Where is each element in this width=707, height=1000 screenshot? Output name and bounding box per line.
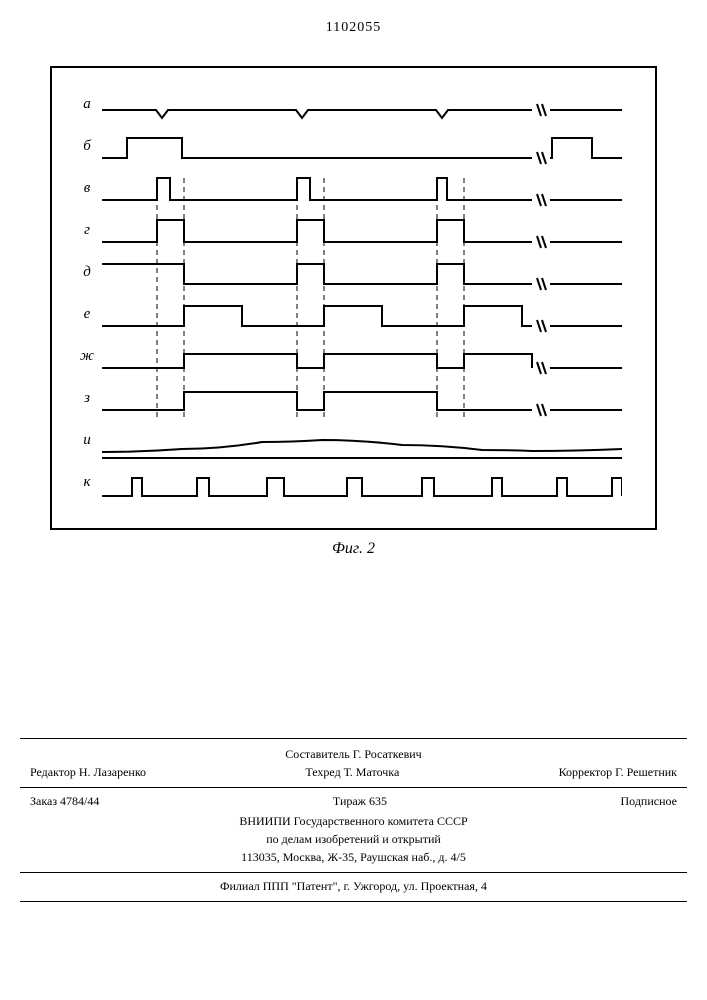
signal-waveform bbox=[102, 466, 622, 508]
signal-label: и bbox=[78, 432, 96, 449]
signal-label: к bbox=[78, 474, 96, 491]
compiler-line: Составитель Г. Росаткевич bbox=[20, 745, 687, 763]
signal-label: г bbox=[78, 222, 96, 239]
address-1: 113035, Москва, Ж-35, Раушская наб., д. … bbox=[30, 848, 677, 866]
footer-credits: Составитель Г. Росаткевич Редактор Н. Ла… bbox=[20, 738, 687, 788]
signal-waveform bbox=[102, 424, 622, 466]
editor-line: Редактор Н. Лазаренко bbox=[30, 763, 146, 781]
signal-waveform bbox=[102, 298, 622, 340]
signal-row-к: к bbox=[82, 466, 625, 508]
signal-waveform bbox=[102, 172, 622, 214]
order-number: Заказ 4784/44 bbox=[30, 792, 99, 810]
signal-row-г: г bbox=[82, 214, 625, 256]
signal-row-б: б bbox=[82, 130, 625, 172]
signal-waveform bbox=[102, 214, 622, 256]
signal-row-и: и bbox=[82, 424, 625, 466]
footer-address: Филиал ППП "Патент", г. Ужгород, ул. Про… bbox=[20, 873, 687, 902]
signal-label: ж bbox=[78, 348, 96, 365]
signal-label: д bbox=[78, 264, 96, 281]
signal-label: в bbox=[78, 180, 96, 197]
signal-label: з bbox=[78, 390, 96, 407]
footer: Составитель Г. Росаткевич Редактор Н. Ла… bbox=[20, 738, 687, 902]
document-number: 1102055 bbox=[20, 20, 687, 36]
signal-waveform bbox=[102, 88, 622, 130]
figure-caption: Фиг. 2 bbox=[20, 540, 687, 558]
signal-row-в: в bbox=[82, 172, 625, 214]
tirage: Тираж 635 bbox=[333, 792, 387, 810]
signal-row-ж: ж bbox=[82, 340, 625, 382]
techred-line: Техред Т. Маточка bbox=[305, 763, 399, 781]
signal-waveform bbox=[102, 382, 622, 424]
signal-waveform bbox=[102, 130, 622, 172]
subscription: Подписное bbox=[621, 792, 678, 810]
org-line-2: по делам изобретений и открытий bbox=[30, 830, 677, 848]
page: 1102055 абвгдежзик Фиг. 2 Составитель Г.… bbox=[20, 20, 687, 902]
signal-row-а: а bbox=[82, 88, 625, 130]
signal-label: а bbox=[78, 96, 96, 113]
signal-row-е: е bbox=[82, 298, 625, 340]
signal-label: б bbox=[78, 138, 96, 155]
signal-row-д: д bbox=[82, 256, 625, 298]
footer-order: Заказ 4784/44 Тираж 635 Подписное ВНИИПИ… bbox=[20, 788, 687, 873]
signal-label: е bbox=[78, 306, 96, 323]
signal-waveform bbox=[102, 340, 622, 382]
corrector-line: Корректор Г. Решетник bbox=[559, 763, 677, 781]
timing-diagram: абвгдежзик bbox=[50, 66, 657, 530]
org-line-1: ВНИИПИ Государственного комитета СССР bbox=[30, 812, 677, 830]
signal-waveform bbox=[102, 256, 622, 298]
signal-row-з: з bbox=[82, 382, 625, 424]
